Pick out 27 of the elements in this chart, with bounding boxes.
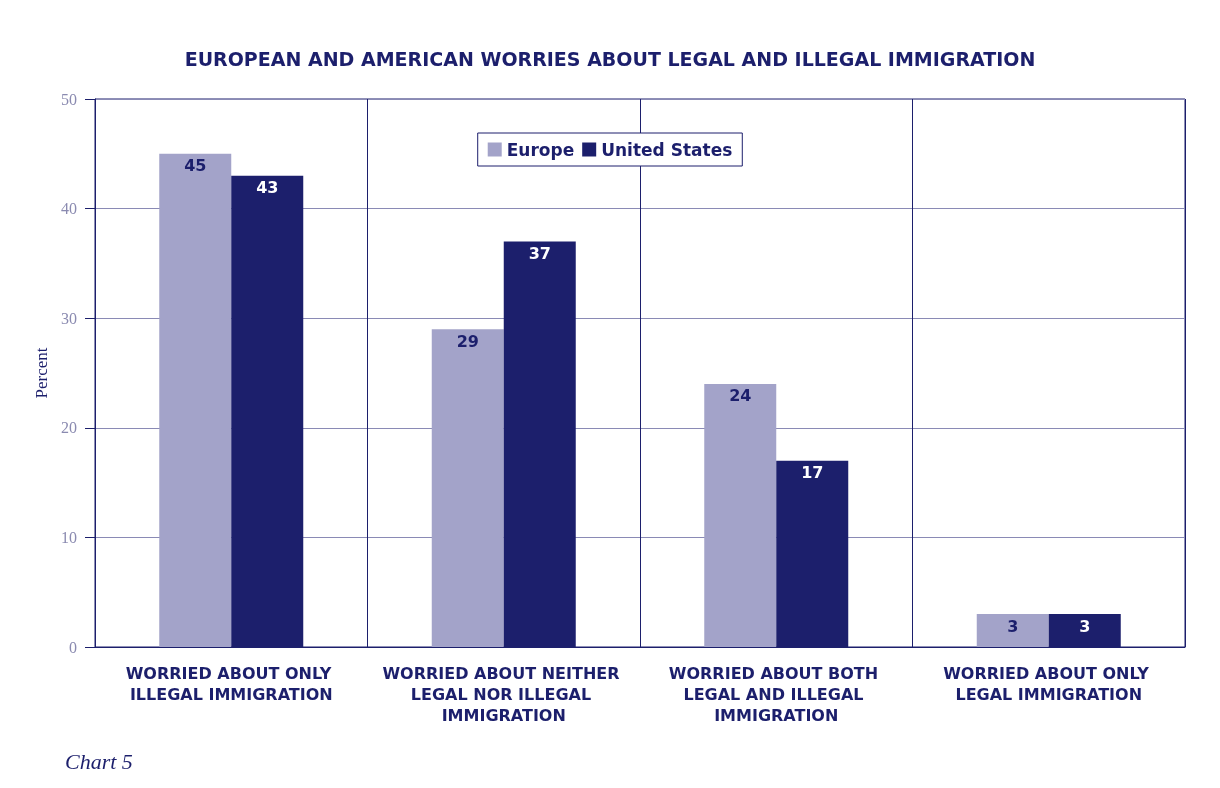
x-tick-label: WORRIED ABOUT ONLY ILLEGAL IMMIGRATION <box>125 664 337 704</box>
data-label: 3 <box>1079 616 1091 636</box>
data-label: 3 <box>1007 616 1019 636</box>
chart-title: EUROPEAN AND AMERICAN WORRIES ABOUT LEGAL AND ILLEGAL IMMIGRATION <box>184 47 1036 70</box>
data-label: 24 <box>729 386 752 406</box>
y-axis-title: Percent <box>32 347 52 399</box>
data-label: 29 <box>456 331 479 351</box>
data-label: 37 <box>528 243 551 263</box>
data-label: 45 <box>184 156 207 176</box>
y-tick-label: 40 <box>61 200 77 218</box>
legend-label: Europe <box>506 139 575 160</box>
x-tick-label: WORRIED ABOUT ONLY LEGAL IMMIGRATION <box>943 664 1155 704</box>
data-label: 17 <box>801 463 824 483</box>
y-tick-label: 50 <box>61 90 77 108</box>
y-tick-label: 30 <box>61 309 77 327</box>
bar <box>704 383 777 647</box>
x-tick-label: WORRIED ABOUT NEITHER LEGAL NOR ILLEGAL IMMIGRATION <box>382 664 626 725</box>
x-tick-label: WORRIED ABOUT BOTH LEGAL AND ILLEGAL IMMIGRATION <box>668 664 884 725</box>
legend-label: United States <box>601 139 733 160</box>
bar <box>431 329 504 647</box>
y-tick-label: 10 <box>61 528 77 546</box>
data-label: 43 <box>256 178 279 198</box>
caption: Chart 5 <box>65 748 133 774</box>
bar <box>976 614 1049 647</box>
bar <box>159 153 232 647</box>
y-tick-label: 20 <box>61 419 77 437</box>
y-tick-label: 0 <box>69 638 77 656</box>
